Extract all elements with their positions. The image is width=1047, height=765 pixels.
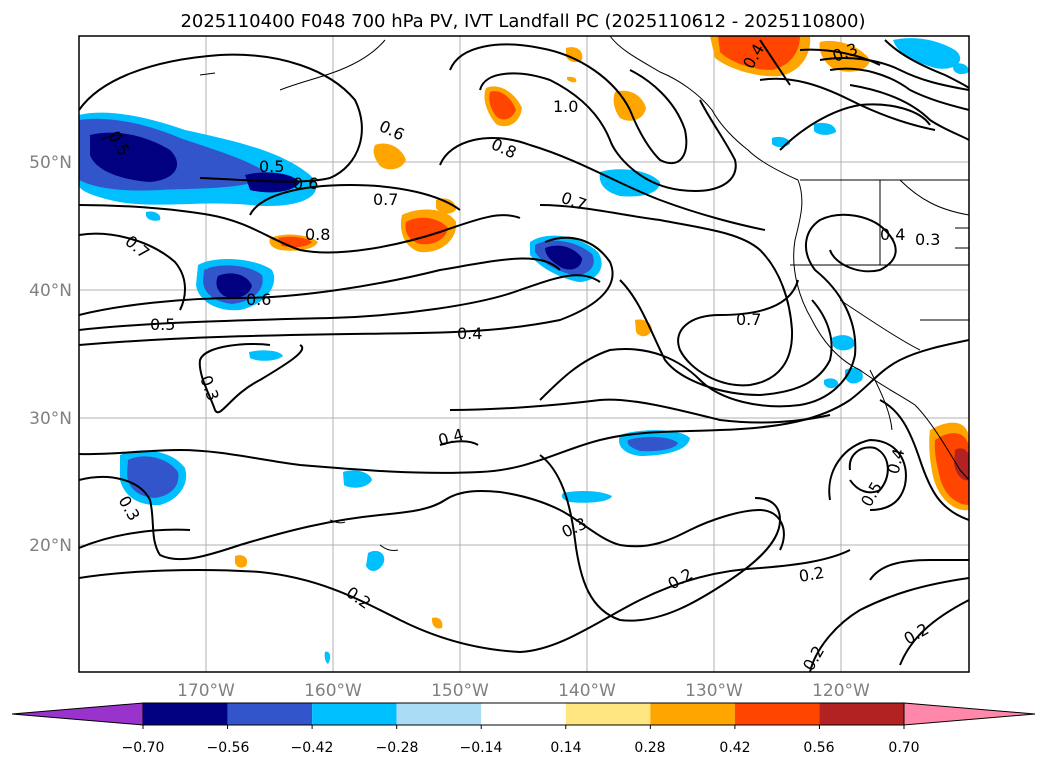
colorbar-segment xyxy=(312,703,397,725)
colorbar-tick-label: 0.14 xyxy=(550,740,581,756)
colorbar-tick-label: −0.70 xyxy=(122,740,165,756)
contour-label: 0.8 xyxy=(305,225,330,244)
lat-label: 30°N xyxy=(29,409,72,429)
colorbar-tick-label: 0.70 xyxy=(888,740,919,756)
lon-label: 150°W xyxy=(431,681,489,701)
colorbar-tick-label: −0.14 xyxy=(460,740,503,756)
lon-labels: 170°W 160°W 150°W 140°W 130°W 120°W xyxy=(177,681,870,701)
lon-label: 160°W xyxy=(304,681,362,701)
lat-label: 40°N xyxy=(29,281,72,301)
gridlines xyxy=(79,36,969,672)
lat-label: 50°N xyxy=(29,153,72,173)
colorbar-tick-labels: −0.70 −0.56 −0.42 −0.28 −0.14 0.14 0.28 … xyxy=(122,740,920,756)
contour-label: 0.6 xyxy=(246,290,271,309)
colorbar-segment xyxy=(143,703,228,725)
colorbar-tick-label: 0.42 xyxy=(719,740,750,756)
contour-label: 0.7 xyxy=(373,190,398,209)
colorbar-tick-label: 0.28 xyxy=(634,740,665,756)
contour-label: 0.4 xyxy=(880,225,905,244)
lon-label: 140°W xyxy=(558,681,616,701)
contour-label: 0.7 xyxy=(736,310,761,329)
colorbar-segment xyxy=(734,703,820,725)
ivt-contours xyxy=(79,39,969,672)
colorbar-segment xyxy=(565,703,651,725)
map-frame xyxy=(78,35,970,673)
contour-label: 0.3 xyxy=(915,230,940,249)
colorbar xyxy=(11,702,1036,729)
contour-label: 0.5 xyxy=(150,315,175,334)
colorbar-tick-label: −0.56 xyxy=(207,740,250,756)
coastlines xyxy=(99,36,969,551)
colorbar-tick-label: −0.42 xyxy=(291,740,334,756)
lat-label: 20°N xyxy=(29,536,72,556)
pv-fill-blobs xyxy=(79,36,969,664)
colorbar-segment xyxy=(481,703,566,725)
colorbar-extend-min xyxy=(11,702,144,726)
lon-label: 120°W xyxy=(812,681,870,701)
contour-label: 0.4 xyxy=(457,324,482,343)
colorbar-tick-label: 0.56 xyxy=(803,740,834,756)
lat-labels: 50°N 40°N 30°N 20°N xyxy=(29,153,72,556)
colorbar-extend-max xyxy=(903,702,1036,726)
lon-label: 130°W xyxy=(685,681,743,701)
colorbar-segment xyxy=(227,703,313,725)
contour-label: 1.0 xyxy=(553,97,578,116)
map-area: 0.5 0.6 0.5 0.6 0.7 0.8 0.7 0.6 0.5 0.3 … xyxy=(79,36,969,672)
colorbar-segment xyxy=(396,703,482,725)
colorbar-segment xyxy=(650,703,735,725)
figure-title: 2025110400 F048 700 hPa PV, IVT Landfall… xyxy=(180,11,865,32)
colorbar-tick-label: −0.28 xyxy=(376,740,419,756)
colorbar-segment xyxy=(819,703,904,725)
contour-label: 0.2 xyxy=(797,563,825,586)
contour-label: 0.6 xyxy=(293,174,318,193)
colorbar-outline xyxy=(142,702,905,726)
lon-label: 170°W xyxy=(177,681,235,701)
contour-label: 0.5 xyxy=(259,157,284,176)
